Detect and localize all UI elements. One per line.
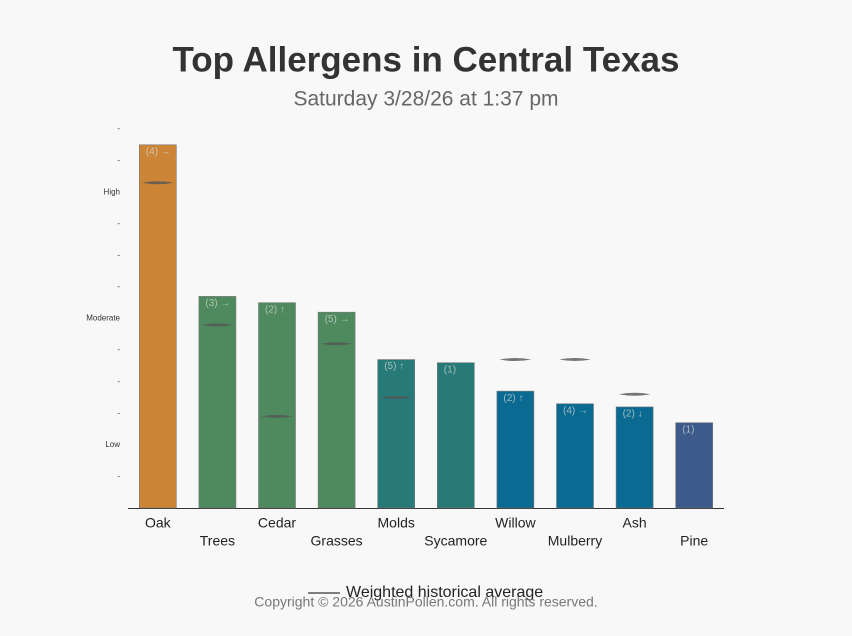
bar bbox=[556, 403, 594, 509]
x-tick-label: Ash bbox=[623, 515, 647, 531]
x-tick-label: Willow bbox=[495, 515, 536, 531]
bar-annotation: (3) → bbox=[205, 298, 230, 309]
bar-annotation: (5) ↑ bbox=[384, 361, 404, 372]
y-tick-label: - bbox=[117, 472, 120, 481]
y-tick-label: Moderate bbox=[86, 314, 120, 323]
y-tick-label: - bbox=[117, 250, 120, 259]
bar-annotation: (5) → bbox=[325, 314, 350, 325]
x-tick-label: Pine bbox=[680, 533, 708, 549]
bar bbox=[198, 296, 237, 509]
x-tick-label: Sycamore bbox=[424, 533, 487, 549]
bar-annotation: (2) ↓ bbox=[623, 409, 643, 420]
x-tick-label: Oak bbox=[145, 515, 172, 531]
y-tick-label: - bbox=[117, 124, 120, 133]
chart-subtitle: Saturday 3/28/26 at 1:37 pm bbox=[293, 88, 558, 111]
y-tick-label: - bbox=[117, 282, 120, 291]
bar bbox=[258, 302, 296, 509]
x-tick-label: Cedar bbox=[258, 515, 296, 531]
y-tick-label: - bbox=[117, 156, 120, 165]
bar bbox=[436, 362, 475, 509]
bar-annotation: (2) ↑ bbox=[503, 393, 523, 404]
y-tick-label: High bbox=[104, 187, 120, 196]
bar bbox=[615, 406, 654, 509]
footer: Copyright © 2026 AustinPollen.com. All r… bbox=[254, 594, 597, 610]
x-tick-label: Molds bbox=[378, 515, 415, 531]
historical-average-marker bbox=[141, 181, 174, 185]
historical-average-marker bbox=[499, 358, 532, 362]
y-tick-label: - bbox=[117, 408, 120, 417]
y-tick-label: - bbox=[117, 377, 120, 386]
x-tick-label: Trees bbox=[200, 533, 235, 549]
y-tick-label: Low bbox=[105, 440, 120, 449]
historical-average-marker bbox=[559, 358, 591, 362]
historical-average-marker bbox=[380, 395, 413, 399]
x-tick-label: Grasses bbox=[311, 533, 363, 549]
bar-annotation: (2) ↑ bbox=[265, 304, 285, 315]
bar bbox=[139, 144, 177, 509]
historical-average-marker bbox=[261, 414, 293, 418]
bar bbox=[317, 311, 356, 509]
bar bbox=[496, 390, 535, 509]
historical-average-marker bbox=[320, 342, 353, 346]
legend-label: Weighted historical average bbox=[346, 584, 543, 601]
chart-title: Top Allergens in Central Texas bbox=[173, 40, 680, 79]
historical-average-marker bbox=[618, 392, 651, 396]
y-tick-label: - bbox=[117, 219, 120, 228]
y-tick-label: - bbox=[117, 345, 120, 354]
bar bbox=[675, 422, 714, 509]
bar-annotation: (4) → bbox=[146, 146, 171, 157]
bar bbox=[377, 359, 416, 509]
historical-average-marker bbox=[201, 323, 234, 327]
bar-annotation: (1) bbox=[682, 424, 694, 435]
bar-annotation: (4) → bbox=[563, 405, 588, 416]
bar-annotation: (1) bbox=[444, 364, 456, 375]
x-tick-label: Mulberry bbox=[548, 533, 602, 549]
